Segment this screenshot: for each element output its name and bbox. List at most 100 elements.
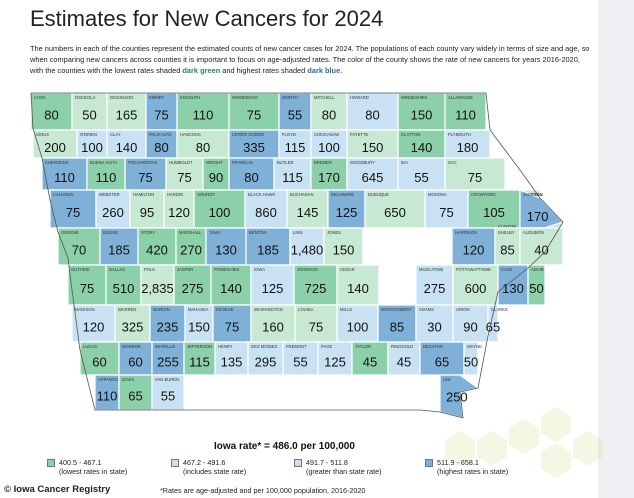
county-case-count: 30 — [427, 320, 441, 335]
county-case-count: 650 — [384, 205, 406, 220]
county-buena-vista: BUENA VISTA 110 — [86, 157, 126, 191]
county-case-count: 75 — [225, 320, 239, 335]
county-case-count: 75 — [439, 205, 453, 220]
county-name-label: SAC — [448, 160, 457, 165]
county-name-label: WAYNE — [467, 344, 482, 349]
county-case-count: 135 — [221, 355, 243, 370]
county-case-count: 185 — [257, 243, 279, 258]
county-case-count: 170 — [527, 209, 549, 224]
county-linn: LINN 1,480 — [289, 227, 325, 266]
county-case-count: 120 — [463, 243, 485, 258]
county-shape — [463, 341, 479, 376]
county-emmet: EMMET 75 — [145, 92, 178, 131]
county-case-count: 860 — [255, 205, 277, 220]
county-name-label: ALLAMAKEE — [448, 95, 473, 100]
county-tama: TAMA 130 — [205, 227, 247, 266]
county-case-count: 80 — [44, 108, 58, 123]
county-decatur: DECATUR 65 — [419, 341, 465, 376]
county-winnebago: WINNEBAGO 75 — [228, 92, 280, 131]
county-crawford: CRAWFORD 105 — [467, 189, 521, 229]
county-case-count: 170 — [318, 170, 340, 185]
county-name-label: CRAWFORD — [471, 192, 496, 197]
county-name-label: CHICKASAW — [314, 132, 339, 137]
county-case-count: 420 — [146, 243, 168, 258]
county-pottawattamie: POTTAWATTAMIE 600 — [452, 264, 499, 306]
county-case-count: 45 — [363, 355, 377, 370]
county-case-count: 105 — [483, 205, 505, 220]
county-name-label: LUCAS — [83, 344, 97, 349]
county-case-count: 80 — [365, 108, 379, 123]
county-appanoose: APPANOOSE 110 — [94, 374, 124, 411]
county-name-label: HARDIN — [167, 192, 183, 197]
county-worth: WORTH 55 — [278, 92, 312, 131]
county-name-label: PLYMOUTH — [448, 132, 471, 137]
county-jackson: JACKSON 170 — [519, 189, 565, 229]
county-franklin: FRANKLIN 80 — [228, 157, 275, 191]
county-case-count: 80 — [196, 140, 210, 155]
county-name-label: JACKSON — [523, 192, 543, 197]
county-lucas: LUCAS 60 — [79, 341, 120, 376]
county-louisa: LOUISA 75 — [294, 304, 338, 343]
county-wayne: WAYNE 50 — [463, 341, 482, 376]
county-case-count: 90 — [463, 320, 477, 335]
county-name-label: DUBUQUE — [368, 192, 389, 197]
county-case-count: 130 — [502, 281, 524, 296]
county-name-label: POCAHONTAS — [128, 160, 157, 165]
county-benton: BENTON 185 — [245, 227, 291, 266]
county-case-count: 115 — [282, 170, 303, 185]
county-name-label: MONROE — [122, 344, 141, 349]
county-name-label: DAVIS — [122, 377, 134, 382]
county-cass: CASS 130 — [497, 264, 529, 306]
county-poweshiek: POWESHIEK 140 — [210, 264, 252, 306]
rate-footnote: *Rates are age-adjusted and per 100,000 … — [160, 486, 366, 495]
county-name-label: WINNEBAGO — [232, 95, 259, 100]
county-humboldt: HUMBOLDT 75 — [165, 157, 204, 191]
county-des-moines: DES MOINES 295 — [247, 341, 284, 376]
county-name-label: KOSSUTH — [180, 95, 200, 100]
county-name-label: O'BRIEN — [80, 132, 97, 137]
county-cerro-gordo: CERRO GORDO 335 — [228, 129, 280, 159]
county-name-label: ADAIR — [531, 267, 544, 272]
county-name-label: HUMBOLDT — [169, 160, 193, 165]
county-name-label: CALHOUN — [53, 192, 73, 197]
county-madison: MADISON 120 — [71, 304, 116, 343]
county-floyd: FLOYD 115 — [278, 129, 312, 159]
county-name-label: DALLAS — [109, 267, 125, 272]
county-case-count: 160 — [262, 320, 284, 335]
county-name-label: DES MOINES — [251, 344, 277, 349]
county-fayette: FAYETTE 150 — [346, 129, 399, 159]
county-name-label: BUENA VISTA — [90, 160, 117, 165]
county-case-count: 110 — [455, 108, 476, 123]
county-case-count: 100 — [81, 140, 103, 155]
county-name-label: VAN BUREN — [155, 377, 179, 382]
county-name-label: BUTLER — [277, 160, 294, 165]
county-name-label: POTTAWATTAMIE — [456, 267, 491, 272]
county-case-count: 85 — [390, 320, 404, 335]
county-sioux: SIOUX 200 — [32, 129, 78, 159]
county-case-count: 100 — [347, 320, 369, 335]
county-case-count: 80 — [322, 108, 336, 123]
county-name-label: BLACK HAWK — [248, 192, 276, 197]
county-winneshiek: WINNESHIEK 150 — [397, 92, 446, 131]
county-case-count: 60 — [128, 355, 142, 370]
county-monroe: MONROE 60 — [118, 341, 153, 376]
county-name-label: WINNESHIEK — [401, 95, 428, 100]
legend-range: 467.2 - 491.6 — [183, 458, 226, 467]
county-dickinson: DICKINSON 165 — [106, 92, 147, 131]
county-cedar: CEDAR 140 — [336, 264, 380, 306]
county-case-count: 325 — [122, 320, 144, 335]
county-name-label: MONONA — [428, 192, 447, 197]
county-name-label: JOHNSON — [297, 267, 317, 272]
county-case-count: 75 — [177, 170, 191, 185]
county-name-label: KEOKUK — [216, 307, 234, 312]
county-case-count: 1,480 — [291, 243, 324, 258]
county-case-count: 75 — [468, 170, 482, 185]
county-name-label: MARSHALL — [179, 230, 202, 235]
county-case-count: 600 — [465, 281, 487, 296]
county-boone: BOONE 185 — [99, 227, 139, 266]
county-name-label: BENTON — [249, 230, 266, 235]
county-hardin: HARDIN 120 — [163, 189, 195, 229]
county-name-label: HAMILTON — [133, 192, 154, 197]
county-calhoun: CALHOUN 75 — [49, 189, 97, 229]
